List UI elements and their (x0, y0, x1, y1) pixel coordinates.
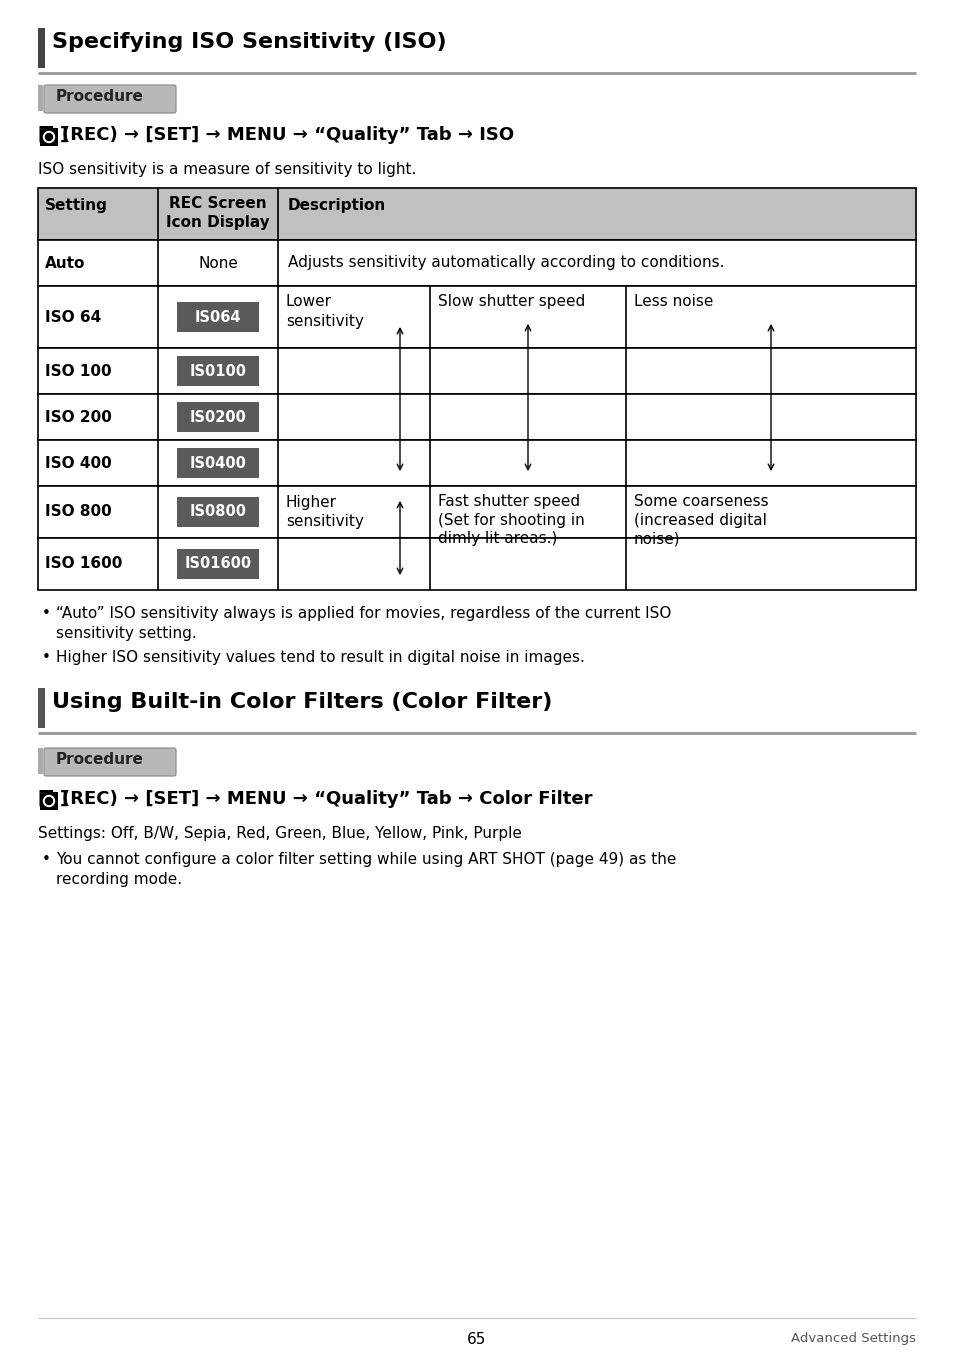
Bar (177, 448, 258, 478)
Bar (38, 486, 915, 537)
Text: IS0400: IS0400 (190, 456, 246, 471)
Bar (38, 189, 915, 240)
Text: Advanced Settings: Advanced Settings (790, 1333, 915, 1345)
Bar (38, 440, 915, 486)
Bar (38, 537, 915, 590)
Text: ]: ] (60, 790, 68, 807)
Circle shape (44, 795, 54, 806)
Bar (40, 128, 58, 147)
Text: ISO 1600: ISO 1600 (45, 556, 122, 571)
Bar (177, 550, 258, 579)
Text: 65: 65 (467, 1333, 486, 1348)
Circle shape (46, 133, 52, 141)
Text: Procedure: Procedure (56, 752, 144, 767)
Circle shape (44, 132, 54, 142)
Text: ISO 200: ISO 200 (45, 410, 112, 425)
Text: [: [ (38, 126, 46, 144)
Text: (REC) → [SET] → MENU → “Quality” Tab → Color Filter: (REC) → [SET] → MENU → “Quality” Tab → C… (62, 790, 592, 807)
Text: Less noise: Less noise (634, 294, 713, 309)
Text: Higher ISO sensitivity values tend to result in digital noise in images.: Higher ISO sensitivity values tend to re… (56, 650, 584, 665)
Text: Setting: Setting (45, 198, 108, 213)
Text: •: • (42, 852, 51, 867)
Text: IS01600: IS01600 (184, 556, 252, 571)
Text: None: None (198, 255, 237, 270)
Text: ISO 400: ISO 400 (45, 456, 112, 471)
Text: You cannot configure a color filter setting while using ART SHOT (page 49) as th: You cannot configure a color filter sett… (56, 852, 676, 867)
FancyBboxPatch shape (44, 748, 175, 776)
Text: Some coarseness
(increased digital
noise): Some coarseness (increased digital noise… (634, 494, 768, 547)
Text: Auto: Auto (45, 255, 85, 270)
Bar (45, 126, 53, 130)
Text: Adjusts sensitivity automatically according to conditions.: Adjusts sensitivity automatically accord… (288, 255, 723, 270)
Text: Fast shutter speed
(Set for shooting in
dimly lit areas.): Fast shutter speed (Set for shooting in … (437, 494, 584, 547)
Text: Using Built-in Color Filters (Color Filter): Using Built-in Color Filters (Color Filt… (52, 692, 552, 712)
Text: [: [ (38, 790, 46, 807)
Bar (38, 85, 43, 111)
Text: Slow shutter speed: Slow shutter speed (437, 294, 584, 309)
Text: Lower
sensitivity: Lower sensitivity (286, 294, 363, 328)
Circle shape (46, 798, 52, 805)
Text: ISO 64: ISO 64 (45, 309, 101, 324)
Bar (38, 748, 43, 773)
Text: ISO 100: ISO 100 (45, 364, 112, 379)
Text: IS0800: IS0800 (190, 505, 246, 520)
Bar (177, 356, 258, 385)
Text: recording mode.: recording mode. (56, 873, 182, 887)
FancyBboxPatch shape (44, 85, 175, 113)
Bar (38, 394, 915, 440)
Text: Specifying ISO Sensitivity (ISO): Specifying ISO Sensitivity (ISO) (52, 33, 446, 52)
Text: •: • (42, 607, 51, 622)
Text: IS0200: IS0200 (190, 410, 246, 425)
Text: sensitivity setting.: sensitivity setting. (56, 626, 196, 641)
Text: IS064: IS064 (194, 309, 241, 324)
Bar (177, 303, 258, 332)
Text: IS0100: IS0100 (190, 364, 246, 379)
Text: •: • (42, 650, 51, 665)
Text: Higher
sensitivity: Higher sensitivity (286, 494, 363, 529)
Text: (REC) → [SET] → MENU → “Quality” Tab → ISO: (REC) → [SET] → MENU → “Quality” Tab → I… (62, 126, 514, 144)
Bar (38, 28, 45, 68)
Text: Description: Description (288, 198, 386, 213)
Bar (38, 286, 915, 347)
Bar (38, 347, 915, 394)
Text: Settings: Off, B/W, Sepia, Red, Green, Blue, Yellow, Pink, Purple: Settings: Off, B/W, Sepia, Red, Green, B… (38, 826, 521, 841)
Bar (38, 688, 45, 727)
Bar (40, 792, 58, 810)
Bar (38, 240, 915, 286)
Text: ]: ] (60, 126, 68, 144)
Text: REC Screen
Icon Display: REC Screen Icon Display (166, 195, 270, 229)
Bar (177, 497, 258, 527)
Text: “Auto” ISO sensitivity always is applied for movies, regardless of the current I: “Auto” ISO sensitivity always is applied… (56, 607, 671, 622)
Text: ISO sensitivity is a measure of sensitivity to light.: ISO sensitivity is a measure of sensitiv… (38, 161, 416, 176)
Text: ISO 800: ISO 800 (45, 505, 112, 520)
Bar (177, 402, 258, 432)
Text: Procedure: Procedure (56, 90, 144, 104)
Bar (45, 790, 53, 794)
